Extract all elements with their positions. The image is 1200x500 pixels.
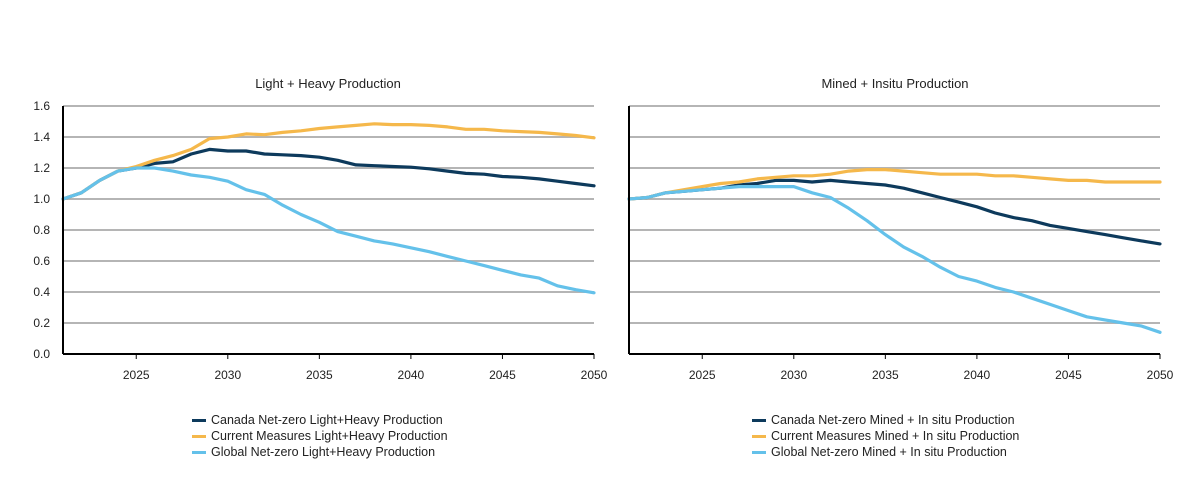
y-tick-label: 1.4 [33,130,50,144]
series-line-current [61,122,596,201]
x-tick-label: 2045 [1055,368,1082,382]
legend-label: Global Net-zero Light+Heavy Production [211,445,436,459]
x-tick-label: 2030 [214,368,241,382]
y-tick-label: 0.0 [33,347,50,361]
legend-label: Global Net-zero Mined + In situ Producti… [771,445,1007,459]
chart-title: Light + Heavy Production [255,76,401,91]
x-tick-label: 2030 [780,368,807,382]
legend-light-heavy: Canada Net-zero Light+Heavy Production C… [192,412,448,460]
y-tick-label: 0.6 [33,254,50,268]
legend-item-current-light-heavy: Current Measures Light+Heavy Production [192,428,448,444]
x-tick-label: 2025 [689,368,716,382]
legend-mined-insitu: Canada Net-zero Mined + In situ Producti… [752,412,1019,460]
legend-item-global-mined-insitu: Global Net-zero Mined + In situ Producti… [752,444,1019,460]
x-tick-label: 2040 [398,368,425,382]
legend-swatch-canada [192,418,206,422]
y-tick-label: 0.2 [33,316,50,330]
legend-label: Current Measures Mined + In situ Product… [771,429,1020,443]
x-tick-label: 2045 [489,368,516,382]
legend-item-canada-mined-insitu: Canada Net-zero Mined + In situ Producti… [752,412,1019,428]
legend-swatch-global [192,450,206,454]
legend-swatch-global [752,450,766,454]
legend-item-current-mined-insitu: Current Measures Mined + In situ Product… [752,428,1019,444]
x-tick-label: 2035 [306,368,333,382]
x-tick-label: 2025 [123,368,150,382]
legend-swatch-current [192,434,206,438]
y-tick-label: 0.8 [33,223,50,237]
y-tick-label: 0.4 [33,285,50,299]
x-tick-label: 2040 [964,368,991,382]
y-tick-label: 1.0 [33,192,50,206]
legend-item-global-light-heavy: Global Net-zero Light+Heavy Production [192,444,448,460]
y-tick-label: 1.2 [33,161,50,175]
y-tick-label: 1.6 [33,99,50,113]
series-line-global [61,166,596,295]
legend-swatch-canada [752,418,766,422]
series-line-current [627,168,1162,201]
legend-label: Canada Net-zero Mined + In situ Producti… [771,413,1015,427]
legend-item-canada-light-heavy: Canada Net-zero Light+Heavy Production [192,412,448,428]
legend-label: Current Measures Light+Heavy Production [211,429,448,443]
x-tick-label: 2050 [581,368,608,382]
x-tick-label: 2050 [1147,368,1174,382]
legend-swatch-current [752,434,766,438]
legend-label: Canada Net-zero Light+Heavy Production [211,413,443,427]
x-tick-label: 2035 [872,368,899,382]
series-line-canada [61,147,596,201]
series-line-global [627,185,1162,334]
chart-title: Mined + Insitu Production [821,76,968,91]
